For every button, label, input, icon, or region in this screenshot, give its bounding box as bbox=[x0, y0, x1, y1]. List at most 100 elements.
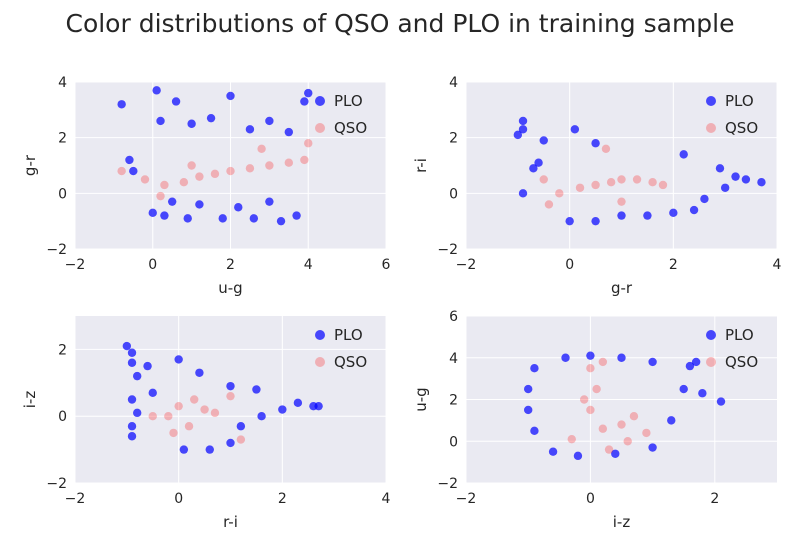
data-point-qso bbox=[586, 405, 595, 415]
data-point-plo bbox=[276, 216, 286, 226]
data-point-qso bbox=[164, 412, 173, 421]
x-tick-label: 2 bbox=[710, 491, 719, 507]
data-point-plo bbox=[148, 208, 157, 218]
data-point-plo bbox=[195, 368, 204, 377]
data-point-plo bbox=[518, 189, 528, 198]
data-point-plo bbox=[265, 197, 274, 206]
x-tick-label: 0 bbox=[586, 491, 595, 507]
x-axis-label: u-g bbox=[218, 279, 242, 297]
data-point-qso bbox=[632, 175, 642, 184]
legend-marker-qso bbox=[706, 123, 716, 133]
data-point-plo bbox=[573, 451, 583, 461]
y-tick-label: 6 bbox=[449, 309, 458, 325]
data-point-plo bbox=[518, 116, 528, 126]
data-point-qso bbox=[195, 172, 204, 181]
data-point-plo bbox=[125, 155, 134, 165]
data-point-plo bbox=[611, 449, 620, 458]
x-tick-label: 0 bbox=[148, 257, 157, 273]
y-tick-label: 4 bbox=[449, 75, 458, 91]
legend-marker-plo bbox=[706, 96, 716, 106]
data-point-plo bbox=[156, 116, 165, 126]
data-point-plo bbox=[539, 136, 548, 145]
x-tick-label: 2 bbox=[669, 257, 678, 273]
data-point-qso bbox=[586, 363, 595, 373]
data-point-qso bbox=[598, 424, 608, 433]
data-point-plo bbox=[648, 443, 657, 452]
data-point-qso bbox=[200, 405, 209, 414]
series-plo bbox=[524, 351, 726, 461]
data-point-qso bbox=[617, 197, 626, 206]
data-point-qso bbox=[169, 428, 178, 438]
y-tick-label: 4 bbox=[449, 351, 458, 367]
data-point-qso bbox=[210, 408, 220, 418]
series-plo bbox=[122, 341, 323, 454]
data-point-plo bbox=[127, 422, 137, 431]
y-tick-label: 0 bbox=[58, 186, 67, 202]
data-point-plo bbox=[513, 130, 523, 140]
y-axis-label: r-i bbox=[412, 158, 430, 173]
series-qso bbox=[148, 391, 246, 444]
data-point-qso bbox=[592, 384, 601, 394]
data-point-plo bbox=[292, 211, 301, 220]
data-point-plo bbox=[586, 351, 595, 360]
legend-label-qso: QSO bbox=[725, 353, 758, 371]
data-point-plo bbox=[548, 447, 558, 456]
legend: PLO QSO bbox=[315, 326, 367, 371]
data-point-plo bbox=[127, 358, 137, 367]
data-point-plo bbox=[143, 361, 152, 371]
data-point-qso bbox=[226, 391, 235, 401]
data-point-qso bbox=[601, 144, 611, 153]
data-point-qso bbox=[190, 395, 199, 404]
data-point-plo bbox=[179, 445, 189, 454]
y-tick-label: −2 bbox=[46, 242, 67, 258]
data-point-plo bbox=[234, 203, 243, 212]
y-axis-label: i-z bbox=[21, 391, 39, 409]
data-point-plo bbox=[669, 208, 678, 218]
data-point-qso bbox=[539, 175, 548, 184]
data-point-plo bbox=[530, 426, 539, 436]
x-tick-label: 2 bbox=[226, 257, 235, 273]
data-point-plo bbox=[529, 164, 538, 173]
data-point-plo bbox=[741, 175, 751, 184]
x-tick-label: −2 bbox=[65, 491, 86, 507]
data-point-plo bbox=[257, 412, 266, 421]
data-point-plo bbox=[152, 86, 161, 95]
data-point-plo bbox=[530, 363, 539, 373]
points-layer bbox=[117, 86, 313, 226]
legend-label-plo: PLO bbox=[334, 326, 363, 344]
data-point-qso bbox=[117, 166, 126, 176]
data-point-qso bbox=[642, 428, 651, 438]
data-point-qso bbox=[148, 412, 157, 421]
data-point-qso bbox=[555, 189, 564, 198]
data-point-qso bbox=[140, 175, 150, 184]
data-point-plo bbox=[127, 432, 137, 441]
data-point-qso bbox=[184, 422, 194, 431]
data-point-qso bbox=[579, 395, 589, 404]
data-point-plo bbox=[617, 211, 626, 220]
y-tick-label: 2 bbox=[58, 342, 67, 358]
legend: PLO QSO bbox=[706, 326, 758, 371]
data-point-plo bbox=[716, 397, 726, 406]
data-point-plo bbox=[561, 353, 570, 362]
x-tick-label: 4 bbox=[773, 257, 782, 273]
legend: PLO QSO bbox=[706, 92, 758, 137]
data-point-qso bbox=[591, 180, 600, 190]
x-axis-label: i-z bbox=[613, 513, 631, 531]
legend-label-plo: PLO bbox=[725, 326, 754, 344]
series-plo bbox=[513, 116, 766, 226]
y-tick-label: 2 bbox=[58, 131, 67, 147]
legend-label-plo: PLO bbox=[725, 92, 754, 110]
data-point-plo bbox=[689, 205, 699, 215]
data-point-plo bbox=[133, 408, 142, 418]
x-tick-label: 0 bbox=[565, 257, 574, 273]
y-axis-label: u-g bbox=[412, 387, 430, 411]
data-point-qso bbox=[160, 180, 169, 190]
data-point-plo bbox=[133, 371, 142, 381]
x-tick-label: 4 bbox=[304, 257, 313, 273]
data-point-plo bbox=[226, 91, 235, 101]
legend: PLO QSO bbox=[315, 92, 367, 137]
subplot-3: −2 0 2 4 −2 0 2 r-i i-z PLO QSO bbox=[21, 316, 391, 531]
data-point-plo bbox=[679, 384, 688, 394]
data-point-qso bbox=[544, 200, 554, 209]
